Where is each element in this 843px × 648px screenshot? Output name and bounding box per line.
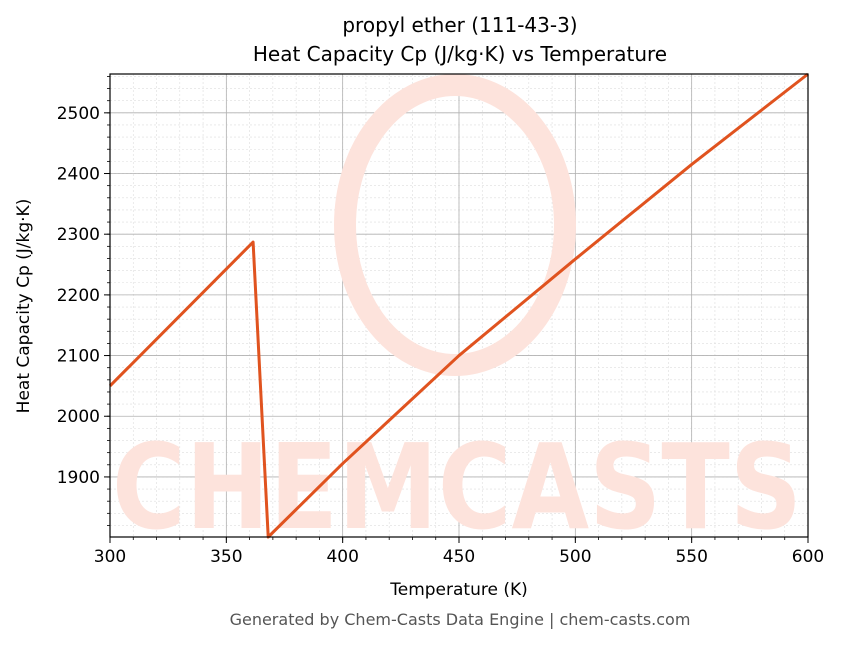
y-tick-label: 2300	[57, 225, 100, 245]
y-tick-label: 2500	[57, 104, 100, 124]
footer-text: Generated by Chem-Casts Data Engine | ch…	[230, 610, 691, 629]
x-tick-label: 300	[94, 547, 126, 567]
watermark-logo: CHEMCASTS	[112, 418, 802, 556]
chart-title-line2: Heat Capacity Cp (J/kg·K) vs Temperature	[253, 42, 667, 66]
series-layer	[108, 72, 809, 539]
grid	[109, 74, 809, 537]
x-tick-label: 600	[792, 547, 824, 567]
x-tick-label: 350	[210, 547, 242, 567]
x-tick-label: 450	[443, 547, 475, 567]
x-tick-label: 550	[675, 547, 707, 567]
y-axis-label: Heat Capacity Cp (J/kg·K)	[14, 199, 34, 414]
y-tick-label: 2200	[57, 286, 100, 306]
ticks: 300 350 400 450 500 550 600 1900 2000 2100 2200 230…	[57, 76, 824, 567]
y-tick-label: 1900	[57, 468, 100, 488]
y-tick-label: 2100	[57, 347, 100, 367]
x-axis-label: Temperature (K)	[389, 580, 528, 600]
series-line	[108, 72, 809, 539]
x-tick-label: 400	[326, 547, 358, 567]
x-tick-label: 500	[559, 547, 591, 567]
y-tick-label: 2000	[57, 407, 100, 427]
watermark-circle	[334, 74, 576, 376]
y-tick-label: 2400	[57, 165, 100, 185]
chart-title-line1: propyl ether (111-43-3)	[342, 13, 577, 37]
